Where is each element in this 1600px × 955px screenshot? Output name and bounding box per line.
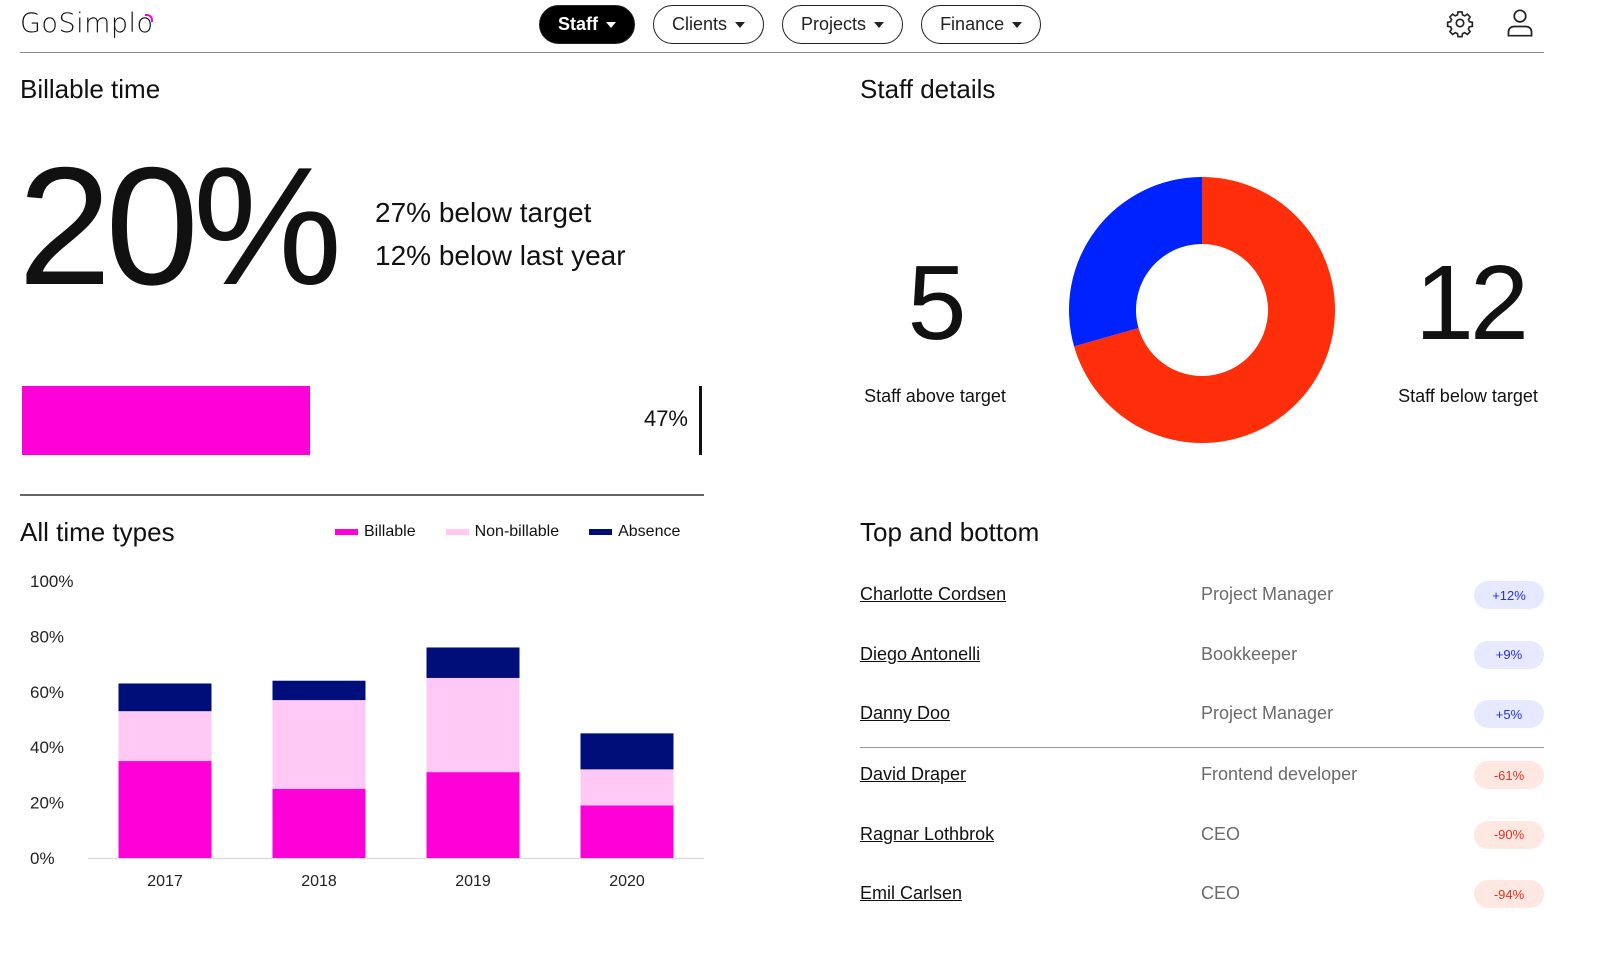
bar-segment-non-billable-2018 — [272, 700, 366, 789]
list-item: Danny Doo Project Manager +5% — [860, 687, 1544, 747]
delta-badge: -61% — [1474, 761, 1544, 789]
staff-above-label: Staff above target — [864, 386, 1006, 406]
x-tick-label: 2017 — [147, 873, 183, 890]
legend-swatch-absence — [589, 529, 613, 535]
legend-swatch-billable — [335, 529, 358, 535]
list-item: David Draper Frontend developer -61% — [860, 748, 1544, 808]
nav-clients-dropdown[interactable]: Clients — [653, 5, 765, 44]
delta-badge: -94% — [1474, 880, 1544, 908]
legend-non-billable: Non-billable — [445, 523, 560, 541]
top-bottom-title: Top and bottom — [860, 517, 1040, 547]
legend-absence: Absence — [589, 523, 680, 541]
x-tick-label: 2018 — [301, 873, 337, 890]
x-tick-label: 2019 — [455, 873, 491, 890]
y-tick-label: 40% — [30, 738, 64, 757]
list-item: Charlotte Cordsen Project Manager +12% — [860, 568, 1544, 628]
staff-name-link[interactable]: Emil Carlsen — [860, 883, 963, 903]
top-navigation-bar: GoSimplo Staff Clients Projects Finance — [20, 0, 1544, 53]
y-tick-label: 80% — [30, 627, 64, 646]
staff-role: Project Manager — [1201, 703, 1334, 723]
billable-progress-fill — [22, 386, 311, 455]
bar-segment-billable-2019 — [426, 772, 520, 858]
staff-above-count: 5 — [907, 244, 967, 362]
target-marker — [699, 386, 702, 455]
caret-down-icon — [735, 21, 746, 28]
bar-segment-absence-2018 — [272, 680, 366, 701]
staff-role: Bookkeeper — [1201, 643, 1298, 664]
legend-label: Absence — [618, 523, 681, 540]
y-tick-label: 0% — [30, 849, 55, 868]
nav-projects-label: Projects — [801, 14, 867, 34]
nav-clients-label: Clients — [672, 14, 728, 34]
legend-billable: Billable — [335, 523, 416, 541]
legend-label: Non-billable — [474, 523, 560, 540]
bar-segment-non-billable-2020 — [580, 769, 674, 806]
list-item: Ragnar Lothbrok CEO -90% — [860, 808, 1544, 868]
bar-segment-billable-2020 — [580, 805, 674, 858]
bar-segment-absence-2017 — [118, 683, 212, 712]
app-logo[interactable]: GoSimplo — [20, 8, 154, 39]
staff-details-title: Staff details — [860, 74, 996, 104]
nav-staff-dropdown[interactable]: Staff — [539, 5, 635, 44]
staff-name-link[interactable]: Danny Doo — [860, 703, 951, 723]
y-tick-label: 100% — [30, 572, 73, 591]
legend-swatch-non-billable — [445, 529, 469, 535]
billable-time-title: Billable time — [20, 74, 161, 104]
bar-segment-non-billable-2019 — [426, 677, 520, 773]
below-last-year-text: 12% below last year — [375, 240, 626, 271]
list-item: Emil Carlsen CEO -94% — [860, 867, 1544, 927]
staff-donut-chart — [1069, 177, 1335, 443]
time-types-bar-chart: 0% 20% 40% 60% 80% 100% 2017 2018 2019 2020 — [30, 572, 704, 890]
list-item: Diego Antonelli Bookkeeper +9% — [860, 628, 1544, 688]
nav-projects-dropdown[interactable]: Projects — [782, 5, 904, 44]
legend-label: Billable — [364, 523, 416, 540]
top-bottom-list: Charlotte Cordsen Project Manager +12% D… — [860, 568, 1544, 927]
staff-role: Project Manager — [1201, 584, 1334, 604]
top-bottom-divider — [860, 746, 1544, 748]
header-icons — [1446, 8, 1534, 38]
staff-below-label: Staff below target — [1398, 386, 1538, 406]
user-icon[interactable] — [1506, 8, 1534, 38]
delta-badge: -90% — [1474, 820, 1544, 849]
caret-down-icon — [1012, 21, 1023, 28]
logo-accent: o — [136, 8, 154, 39]
chart-legend: Billable Non-billable Absence — [335, 523, 680, 541]
billable-progress-bar: 47% — [22, 386, 702, 455]
y-tick-label: 60% — [30, 683, 64, 702]
staff-role: CEO — [1201, 883, 1241, 903]
y-tick-label: 20% — [30, 794, 64, 813]
bar-segment-absence-2020 — [580, 733, 674, 770]
bar-segment-billable-2018 — [272, 788, 366, 858]
bar-segment-non-billable-2017 — [118, 711, 212, 762]
bar-segment-absence-2019 — [426, 647, 520, 678]
staff-name-link[interactable]: Ragnar Lothbrok — [860, 823, 995, 844]
staff-role: CEO — [1201, 823, 1241, 844]
nav-finance-dropdown[interactable]: Finance — [921, 5, 1042, 44]
nav-finance-label: Finance — [940, 14, 1005, 34]
staff-name-link[interactable]: Charlotte Cordsen — [860, 584, 1007, 604]
billable-percentage: 20% — [18, 132, 342, 320]
delta-badge: +12% — [1474, 581, 1544, 609]
delta-badge: +9% — [1474, 640, 1544, 669]
donut-segment-above-target — [1069, 177, 1202, 347]
caret-down-icon — [874, 21, 885, 28]
staff-name-link[interactable]: David Draper — [860, 764, 967, 784]
delta-badge: +5% — [1474, 700, 1544, 728]
section-divider — [20, 494, 704, 496]
staff-role: Frontend developer — [1201, 764, 1358, 784]
bar-segment-billable-2017 — [118, 761, 212, 858]
staff-name-link[interactable]: Diego Antonelli — [860, 643, 981, 664]
nav-staff-label: Staff — [558, 14, 598, 34]
donut-segment-below-target — [1074, 177, 1335, 443]
main-nav: Staff Clients Projects Finance — [539, 5, 1042, 44]
all-time-types-title: All time types — [20, 517, 175, 547]
gear-icon[interactable] — [1446, 8, 1474, 38]
staff-below-count: 12 — [1415, 244, 1529, 362]
x-tick-label: 2020 — [609, 873, 645, 890]
target-label: 47% — [643, 406, 688, 431]
below-target-text: 27% below target — [375, 197, 592, 228]
caret-down-icon — [606, 21, 616, 28]
